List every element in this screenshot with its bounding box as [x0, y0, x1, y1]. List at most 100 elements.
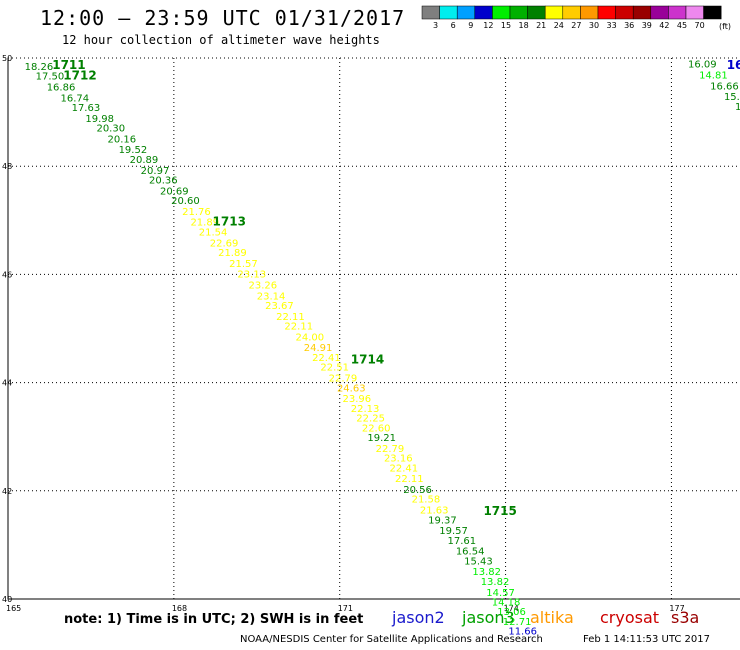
y-tick-label: 48	[2, 162, 12, 171]
colorbar-label: 27	[571, 21, 581, 30]
swh-value-label: 22.11	[284, 322, 313, 333]
swh-value-label: 15.88	[724, 92, 740, 103]
swh-value-label: 21.76	[182, 207, 211, 218]
swh-value-label: 19.21	[367, 433, 396, 444]
x-tick-label: 165	[6, 604, 21, 613]
swh-value-label: 14.81	[699, 71, 728, 82]
x-tick-label: 171	[338, 604, 353, 613]
x-tick-label: 177	[669, 604, 684, 613]
colorbar-swatch	[439, 5, 458, 20]
swh-value-label: 23.26	[248, 280, 277, 291]
swh-value-label: 21.89	[218, 248, 247, 259]
colorbar-label: 33	[607, 21, 617, 30]
x-tick-label: 168	[172, 604, 187, 613]
colorbar-label: 39	[642, 21, 652, 30]
pass-time-label: 1713	[213, 215, 246, 229]
swh-value-label: 20.56	[403, 485, 432, 496]
swh-value-label: 15.54	[735, 102, 740, 113]
colorbar-swatch	[597, 5, 616, 20]
colorbar-swatch	[421, 5, 440, 20]
swh-value-label: 22.79	[376, 444, 405, 455]
swh-value-label: 23.67	[265, 301, 294, 312]
swh-value-label: 16.09	[688, 60, 717, 71]
colorbar-swatch	[474, 5, 493, 20]
swh-value-label: 13.82	[472, 567, 501, 578]
y-tick-label: 42	[2, 487, 12, 496]
colorbar-swatch	[685, 5, 704, 20]
swh-value-label: 22.13	[351, 404, 380, 415]
colorbar-swatch	[703, 5, 722, 20]
colorbar-swatch	[650, 5, 669, 20]
swh-value-label: 12.71	[503, 617, 532, 628]
swh-value-label: 17.63	[72, 103, 101, 114]
swh-value-label: 20.36	[149, 176, 178, 187]
colorbar-swatch	[492, 5, 511, 20]
swh-value-label: 22.25	[356, 414, 385, 425]
swh-value-label: 15.43	[464, 556, 493, 567]
swh-value-label: 16.66	[710, 81, 739, 92]
colorbar-swatch	[544, 5, 564, 20]
colorbar-label: 9	[468, 21, 473, 30]
colorbar-swatch	[456, 5, 476, 20]
swh-value-label: 21.89	[190, 218, 219, 229]
colorbar-swatch	[527, 5, 546, 20]
swh-value-label: 17.61	[448, 536, 477, 547]
colorbar-label: 45	[677, 21, 687, 30]
colorbar-swatch	[509, 5, 528, 20]
x-tick-label: 174	[504, 604, 519, 613]
y-tick-label: 46	[2, 270, 12, 279]
swh-value-label: 13.82	[481, 577, 510, 588]
swh-value-label: 20.16	[108, 134, 137, 145]
pass-time-label: 1712	[63, 69, 96, 83]
swh-value-label: 21.63	[420, 506, 449, 517]
swh-value-label: 18.26	[25, 62, 54, 73]
swh-value-label: 23.16	[384, 454, 413, 465]
colorbar-swatch	[615, 5, 634, 20]
swh-value-label: 20.97	[141, 166, 170, 177]
colorbar-label: 6	[451, 21, 456, 30]
colorbar-label: 36	[624, 21, 634, 30]
swh-value-label: 20.69	[160, 186, 189, 197]
legend-s3a: s3a	[671, 608, 700, 627]
swh-value-label: 14.18	[492, 597, 521, 608]
colorbar-swatch	[668, 5, 687, 20]
swh-value-label: 21.58	[412, 495, 441, 506]
chart-note: note: 1) Time is in UTC; 2) SWH is in fe…	[64, 612, 364, 627]
colorbar-swatch	[562, 5, 581, 20]
swh-value-label: 22.69	[210, 238, 239, 249]
swh-value-label: 22.51	[320, 363, 349, 374]
swh-value-label: 23.13	[237, 270, 266, 281]
swh-value-label: 21.57	[229, 259, 258, 270]
swh-value-label: 23.96	[342, 394, 371, 405]
swh-value-label: 16.86	[47, 82, 76, 93]
swh-value-label: 24.91	[304, 343, 333, 354]
swh-value-label: 22.11	[276, 312, 305, 323]
swh-value-label: 22.41	[389, 463, 418, 474]
y-tick-label: 50	[2, 54, 12, 63]
y-tick-label: 40	[2, 595, 12, 604]
swh-value-label: 20.89	[130, 155, 159, 166]
colorbar-label: 3	[433, 21, 438, 30]
colorbar-label: 24	[554, 21, 564, 30]
y-tick-label: 44	[2, 379, 12, 388]
swh-value-label: 19.57	[439, 526, 468, 537]
swh-value-label: 19.52	[119, 145, 148, 156]
legend-jason3: jason3	[462, 608, 515, 627]
swh-value-label: 21.54	[199, 227, 228, 238]
colorbar-swatch	[580, 5, 599, 20]
colorbar-label: 12	[483, 21, 493, 30]
swh-value-label: 19.98	[85, 114, 114, 125]
legend-altika: altika	[530, 608, 574, 627]
pass-time-label: 1711	[52, 58, 85, 72]
legend-jason2: jason2	[392, 608, 445, 627]
swh-value-label: 22.79	[329, 374, 358, 385]
swh-value-label: 22.11	[395, 474, 424, 485]
swh-value-label: 11.66	[508, 627, 537, 638]
chart-title: 12:00 – 23:59 UTC 01/31/2017	[40, 6, 406, 30]
swh-value-label: 19.37	[428, 515, 457, 526]
footer-credit: NOAA/NESDIS Center for Satellite Applica…	[240, 634, 543, 645]
colorbar-label: 18	[519, 21, 529, 30]
swh-value-label: 23.14	[257, 291, 286, 302]
